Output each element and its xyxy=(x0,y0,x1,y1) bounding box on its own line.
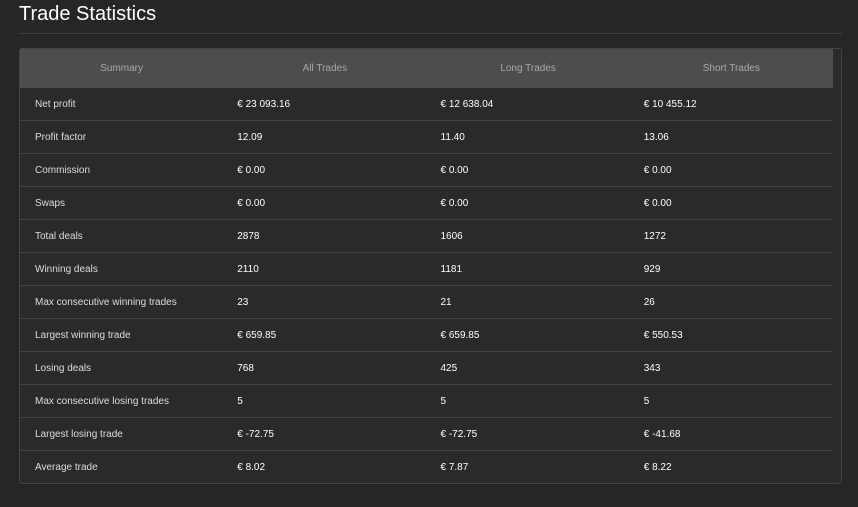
cell-value: 768 xyxy=(223,351,427,385)
cell-value: € 0.00 xyxy=(426,153,630,187)
row-label: Largest losing trade xyxy=(20,417,224,451)
cell-value: € 7.87 xyxy=(426,450,630,483)
cell-value: 5 xyxy=(223,384,427,418)
table-row: Largest losing trade € -72.75 € -72.75 € -4… xyxy=(20,417,833,451)
column-header-long-trades: Long Trades xyxy=(426,49,630,88)
table-row: Max consecutive winning trades 23 21 26 xyxy=(20,285,833,319)
cell-value: 1272 xyxy=(629,219,833,253)
row-label: Winning deals xyxy=(20,252,224,286)
cell-value: € 8.22 xyxy=(629,450,833,483)
cell-value: 23 xyxy=(223,285,427,319)
cell-value: € 550.53 xyxy=(629,318,833,352)
cell-value: € 659.85 xyxy=(426,318,630,352)
cell-value: € 12 638.04 xyxy=(440,98,494,110)
table-row: Commission € 0.00 € 0.00 € 0.00 xyxy=(20,153,833,187)
cell-value: € 0.00 xyxy=(223,153,427,187)
row-label: Total deals xyxy=(20,219,224,253)
column-header-short-trades: Short Trades xyxy=(629,49,833,88)
row-label: Losing deals xyxy=(20,351,224,385)
cell-value: 12.09 xyxy=(223,120,427,154)
cell-value: 1181 xyxy=(426,252,630,286)
cell-value: 26 xyxy=(629,285,833,319)
table-row: Losing deals 768 425 343 xyxy=(20,351,833,385)
cell-value: € 0.00 xyxy=(629,186,833,220)
row-label: Average trade xyxy=(20,450,224,483)
cell-value: 1606 xyxy=(426,219,630,253)
row-label: Max consecutive winning trades xyxy=(20,285,224,319)
cell-value: € -72.75 xyxy=(223,417,427,451)
column-header-all-trades: All Trades xyxy=(223,49,427,88)
cell-value: € -72.75 xyxy=(426,417,630,451)
table-row: Average trade € 8.02 € 7.87 € 8.22 xyxy=(20,450,833,483)
table-header-row: Summary All Trades Long Trades Short Trades xyxy=(20,49,833,88)
cell-value: 2878 xyxy=(223,219,427,253)
cell-value: 929 xyxy=(629,252,833,286)
row-label: Max consecutive losing trades xyxy=(20,384,224,418)
table-row: Total deals 2878 1606 1272 xyxy=(20,219,833,253)
cell-value: 2110 xyxy=(223,252,427,286)
cell-value: € 10 455.12 xyxy=(643,98,697,110)
table-row: Swaps € 0.00 € 0.00 € 0.00 xyxy=(20,186,833,220)
cell-value: 21 xyxy=(426,285,630,319)
cell-value: 425 xyxy=(426,351,630,385)
row-label: Profit factor xyxy=(20,120,224,154)
cell-value: € 0.00 xyxy=(223,186,427,220)
trade-statistics-table-panel: Summary All Trades Long Trades Short Trades… xyxy=(19,48,842,484)
trade-statistics-table: Summary All Trades Long Trades Short Trades… xyxy=(20,49,833,483)
column-header-summary: Summary xyxy=(20,49,224,88)
cell-value: € 8.02 xyxy=(223,450,427,483)
page-title: Trade Statistics xyxy=(19,3,157,25)
table-row: Winning deals 2110 1181 929 xyxy=(20,252,833,286)
row-label: Swaps xyxy=(20,186,224,220)
row-label: Largest winning trade xyxy=(20,318,224,352)
title-divider xyxy=(19,33,842,34)
table-row: Largest winning trade € 659.85 € 659.85 € 5… xyxy=(20,318,833,352)
cell-value: 13.06 xyxy=(629,120,833,154)
cell-value: 5 xyxy=(629,384,833,418)
cell-value: € 0.00 xyxy=(426,186,630,220)
cell-value: € -41.68 xyxy=(629,417,833,451)
cell-value: € 0.00 xyxy=(629,153,833,187)
row-label: Commission xyxy=(20,153,224,187)
cell-value: 5 xyxy=(426,384,630,418)
table-row: Max consecutive losing trades 5 5 5 xyxy=(20,384,833,418)
table-row: Profit factor 12.09 11.40 13.06 xyxy=(20,120,833,154)
cell-value: 343 xyxy=(629,351,833,385)
table-row: Net profit € 23 093.16 € 12 638.04 € 10 455… xyxy=(20,88,833,121)
row-label: Net profit xyxy=(35,98,76,110)
cell-value: € 23 093.16 xyxy=(237,98,291,110)
cell-value: € 659.85 xyxy=(223,318,427,352)
cell-value: 11.40 xyxy=(426,120,630,154)
